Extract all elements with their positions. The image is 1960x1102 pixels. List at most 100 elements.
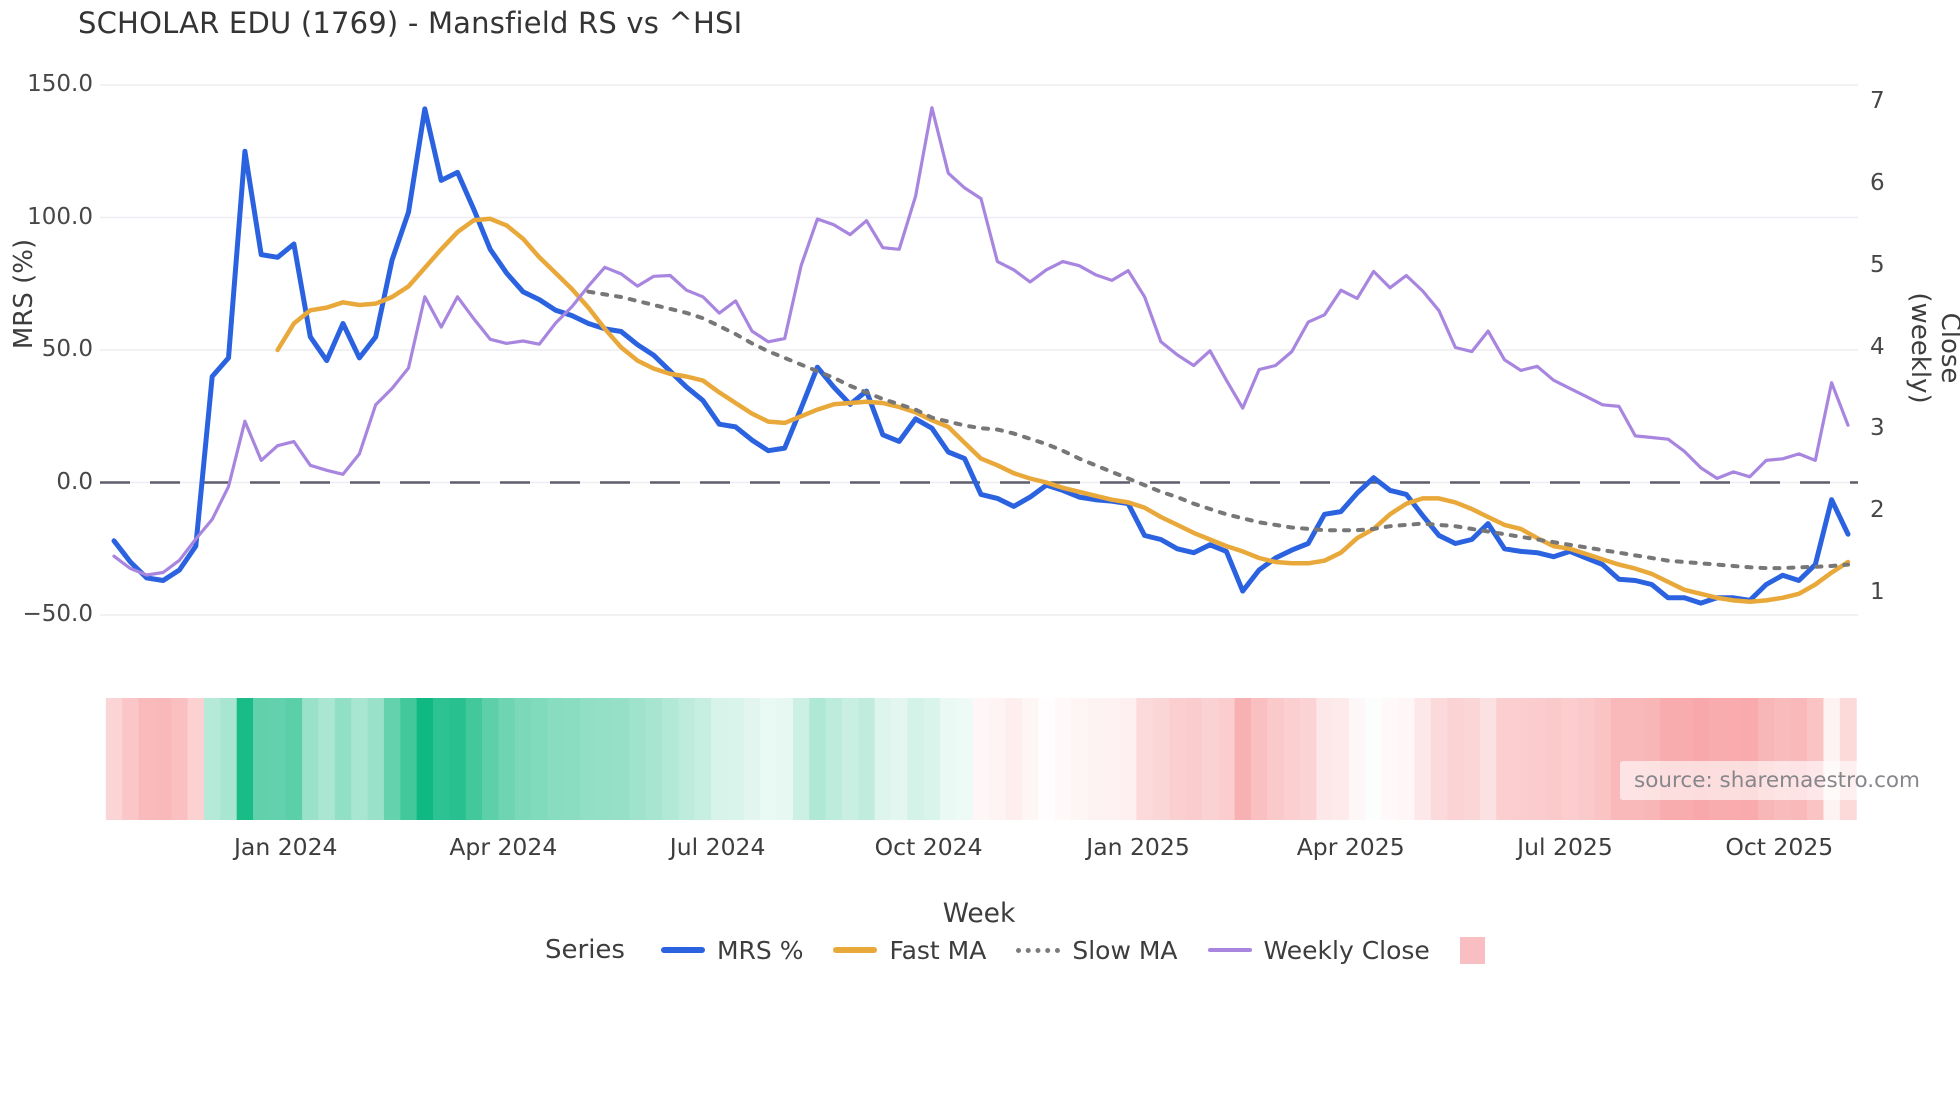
heatmap-cell — [1398, 698, 1416, 820]
y-tick-left: −50.0 — [22, 601, 93, 627]
x-tick: Jul 2024 — [669, 833, 766, 861]
heatmap-cell — [956, 698, 974, 820]
heatmap-cell — [1005, 698, 1023, 820]
heatmap-cell — [1349, 698, 1367, 820]
heatmap-cell — [678, 698, 696, 820]
heatmap-cell — [531, 698, 549, 820]
heatmap-cell — [1676, 698, 1694, 820]
heatmap-cell — [334, 698, 352, 820]
heatmap-cell — [1725, 698, 1743, 820]
heatmap-cell — [105, 698, 123, 820]
heatmap-cell — [629, 698, 647, 820]
heatmap-cell — [498, 698, 516, 820]
legend-title: Series — [545, 935, 625, 965]
heatmap-cell — [1250, 698, 1268, 820]
heatmap-cell — [1823, 698, 1841, 820]
heatmap-cell — [1267, 698, 1285, 820]
heatmap-cell — [171, 698, 189, 820]
heatmap-cell — [318, 698, 336, 820]
fast-ma-line — [275, 216, 1851, 605]
heatmap-cell — [203, 698, 221, 820]
x-tick: Apr 2024 — [449, 833, 558, 861]
heatmap-cell — [1578, 698, 1596, 820]
heatmap-cell — [940, 698, 958, 820]
heatmap-cell — [1332, 698, 1350, 820]
heatmap-cell — [874, 698, 892, 820]
x-tick: Oct 2025 — [1725, 833, 1834, 861]
y-tick-left: 150.0 — [27, 71, 93, 97]
heatmap-cell — [1627, 698, 1645, 820]
y-axis-title-right: Close (weekly) — [1905, 292, 1960, 404]
y-tick-left: 0.0 — [56, 468, 93, 495]
heatmap-cell — [122, 698, 140, 820]
mrs--line — [111, 106, 1851, 606]
heatmap-cell — [563, 698, 581, 820]
heatmap-cell — [972, 698, 990, 820]
heatmap-cell — [432, 698, 450, 820]
mrs-line-swatch-icon — [660, 947, 705, 953]
heatmap-cell — [1741, 698, 1759, 820]
heatmap-cell — [1692, 698, 1710, 820]
heatmap-cell — [383, 698, 401, 820]
fast-ma-line-swatch-icon — [833, 947, 878, 953]
heatmap-cell — [1152, 698, 1170, 820]
legend-label: Fast MA — [889, 935, 987, 965]
heatmap-cell — [1365, 698, 1383, 820]
heatmap-cell — [285, 698, 303, 820]
heatmap-cell — [776, 698, 794, 820]
y-tick-right: 3 — [1870, 415, 1885, 442]
y-tick-right: 4 — [1870, 333, 1885, 360]
heatmap-cell — [1594, 698, 1612, 820]
heatmap-cell — [1561, 698, 1579, 820]
slow-ma-line-swatch-icon — [1016, 947, 1061, 953]
heatmap-cell — [1234, 698, 1252, 820]
y-tick-right: 6 — [1870, 169, 1885, 196]
weekly-close-line — [112, 106, 1850, 577]
heatmap-cell — [662, 698, 679, 820]
legend-item-heatmap — [1459, 936, 1485, 964]
legend-label: MRS % — [716, 935, 804, 965]
heatmap-cell — [351, 698, 369, 820]
heatmap-cell — [1381, 698, 1399, 820]
heatmap-cell — [1479, 698, 1497, 820]
heatmap-cell — [1790, 698, 1808, 820]
legend: Series MRS % Fast MA Slow MA Weekly Clos… — [545, 930, 1485, 970]
heatmap-cell — [1283, 698, 1301, 820]
heatmap-cell — [711, 698, 729, 820]
heatmap-cell — [1545, 698, 1563, 820]
chart-title: SCHOLAR EDU (1769) - Mansfield RS vs ^HS… — [78, 6, 743, 40]
heatmap-cell — [1774, 698, 1792, 820]
heatmap-cell — [743, 698, 761, 820]
heatmap-cell — [841, 698, 859, 820]
legend-item-fast-ma: Fast MA — [833, 936, 986, 965]
heatmap-cell — [989, 698, 1007, 820]
heatmap-cell — [302, 698, 320, 820]
heatmap-cell — [1463, 698, 1481, 820]
x-tick: Oct 2024 — [874, 833, 983, 861]
heatmap-cell — [645, 698, 663, 820]
y-tick-left: 50.0 — [41, 336, 93, 362]
heatmap-cell — [138, 698, 156, 820]
y-tick-right: 2 — [1870, 497, 1885, 524]
heatmap-cell — [1708, 698, 1726, 820]
heatmap-cell — [809, 698, 827, 820]
weekly-close-line-swatch-icon — [1207, 948, 1252, 952]
y-tick-right: 5 — [1870, 251, 1885, 278]
heatmap-cell — [1610, 698, 1628, 820]
heatmap-cell — [1021, 698, 1039, 820]
legend-label: Slow MA — [1072, 935, 1178, 965]
heatmap-cell — [907, 698, 925, 820]
heatmap-cell — [694, 698, 712, 820]
heatmap-cell — [416, 698, 434, 820]
heatmap-cell — [1316, 698, 1334, 820]
heatmap-cell — [1103, 698, 1121, 820]
x-tick: Jan 2025 — [1086, 833, 1190, 861]
legend-item-mrs: MRS % — [660, 935, 804, 965]
heatmap-cell — [400, 698, 418, 820]
heatmap-cell — [253, 698, 271, 820]
heatmap-cell — [269, 698, 287, 820]
heatmap-cell — [236, 698, 254, 820]
heatmap-cell — [154, 698, 172, 820]
